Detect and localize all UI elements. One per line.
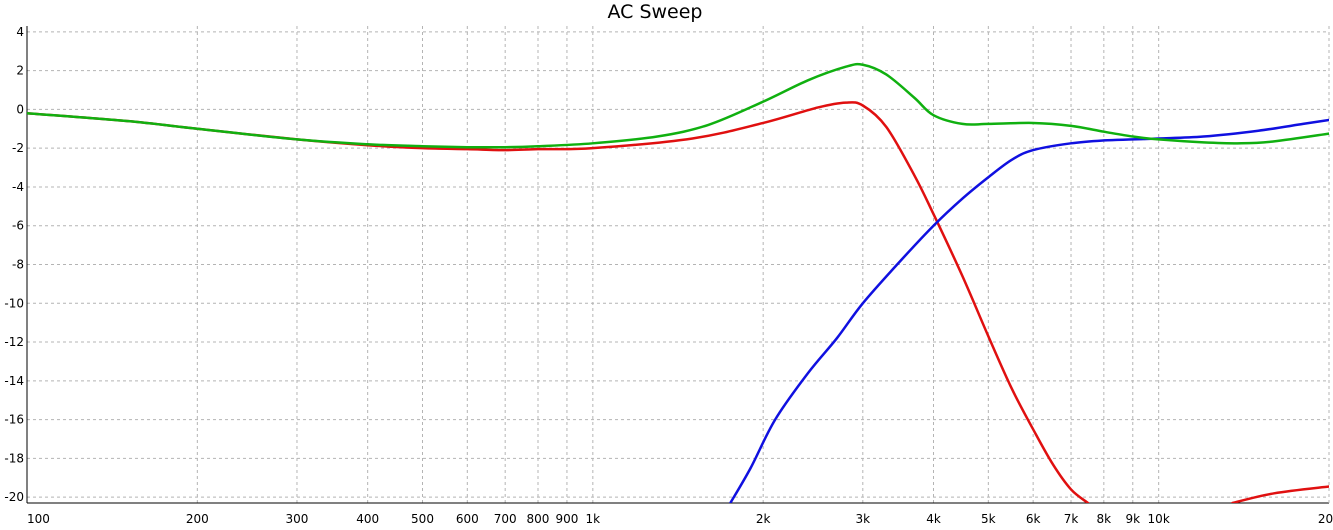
y-tick-label: 0 bbox=[16, 102, 24, 116]
x-tick-label: 500 bbox=[411, 512, 434, 526]
x-tick-label: 1k bbox=[586, 512, 601, 526]
y-tick-label: -16 bbox=[4, 413, 24, 427]
x-tick-label: 200 bbox=[186, 512, 209, 526]
y-tick-label: -2 bbox=[12, 141, 24, 155]
series-line-3 bbox=[27, 62, 1329, 149]
series-lines bbox=[27, 62, 1329, 503]
y-tick-label: -10 bbox=[4, 296, 24, 310]
x-tick-label: 2k bbox=[756, 512, 771, 526]
x-tick-label: 20k bbox=[1318, 512, 1333, 526]
grid-lines bbox=[27, 26, 1330, 503]
x-tick-label: 6k bbox=[1026, 512, 1041, 526]
chart-title: AC Sweep bbox=[607, 1, 702, 23]
x-tick-label: 700 bbox=[494, 512, 517, 526]
x-tick-label: 300 bbox=[286, 512, 309, 526]
y-tick-label: -20 bbox=[4, 490, 24, 504]
x-tick-label: 800 bbox=[527, 512, 550, 526]
y-tick-label: -12 bbox=[4, 335, 24, 349]
x-tick-label: 5k bbox=[981, 512, 996, 526]
x-tick-label: 900 bbox=[555, 512, 578, 526]
x-tick-label: 9k bbox=[1125, 512, 1140, 526]
x-tick-labels: 100 200 300 400 500 600 700 800 900 1k 2k 3k 4k 5k 6k 7… bbox=[27, 512, 1333, 526]
y-tick-label: -8 bbox=[12, 258, 24, 272]
y-tick-label: 2 bbox=[16, 64, 24, 78]
x-tick-label: 7k bbox=[1064, 512, 1079, 526]
y-tick-label: -6 bbox=[12, 219, 24, 233]
series-line-2 bbox=[729, 118, 1329, 503]
series-line-1 bbox=[27, 101, 1090, 503]
x-tick-label: 600 bbox=[456, 512, 479, 526]
x-tick-label: 400 bbox=[356, 512, 379, 526]
x-tick-label: 4k bbox=[926, 512, 941, 526]
x-tick-label: 100 bbox=[27, 512, 50, 526]
y-tick-label: -18 bbox=[4, 451, 24, 465]
series-line-1-tail bbox=[1231, 485, 1329, 503]
y-tick-label: -14 bbox=[4, 374, 24, 388]
y-tick-label: 4 bbox=[16, 25, 24, 39]
y-tick-label: -4 bbox=[12, 180, 24, 194]
axes bbox=[26, 26, 1330, 504]
x-tick-label: 8k bbox=[1097, 512, 1112, 526]
x-tick-label: 3k bbox=[856, 512, 871, 526]
x-tick-label: 10k bbox=[1148, 512, 1170, 526]
y-tick-labels: 4 2 0 -2 -4 -6 -8 -10 -12 -14 -16 -18 -20 bbox=[4, 25, 24, 504]
